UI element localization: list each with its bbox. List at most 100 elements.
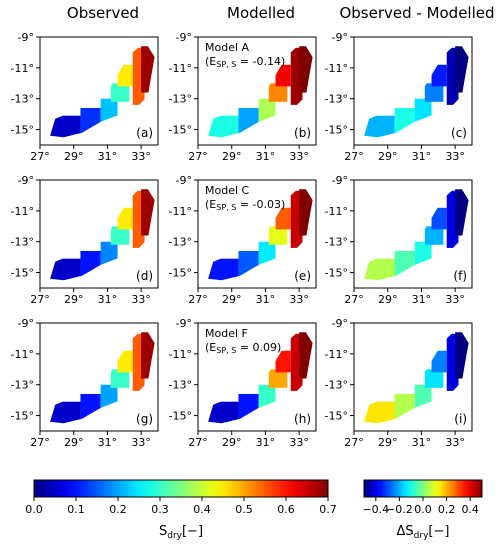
colorbar-sdry: 0.0 0.1 0.2 0.3 0.4 0.5 0.6 0.7 Sdry[−]	[25, 479, 337, 541]
heat-cell	[50, 401, 81, 424]
panel-frame	[39, 322, 159, 432]
heat-cell	[424, 226, 444, 245]
heat-cell	[132, 190, 145, 248]
heat-cell	[431, 207, 447, 230]
panel-frame	[39, 179, 159, 289]
heat-cell	[268, 226, 288, 245]
panel-letter: (f)	[453, 269, 467, 283]
heat-cell	[258, 384, 276, 413]
heat-cell	[110, 226, 130, 245]
y-tick-label: -13°	[11, 379, 34, 392]
panel-letter: (e)	[294, 269, 311, 283]
panel-frame	[353, 36, 473, 146]
map-panel: 27° 29° 31° 33° -9° -11° -13° -15° (h) Model F(ES…	[169, 317, 317, 449]
x-tick-label: 33°	[289, 150, 309, 163]
heat-cells	[364, 332, 469, 424]
heat-cell	[290, 333, 303, 391]
panel-frame	[197, 36, 317, 146]
y-tick-label: -15°	[11, 124, 34, 137]
y-tick-label: -9°	[332, 31, 348, 44]
x-tick-label: 31°	[256, 436, 276, 449]
x-tick-label: 33°	[445, 150, 465, 163]
colorbar-delta-sdry: −0.4−0.2 0.0 0.2 0.4 ΔSdry[−]	[362, 479, 483, 541]
heat-cell	[100, 98, 118, 127]
y-tick-label: -9°	[332, 174, 348, 187]
x-tick-label: 29°	[222, 436, 242, 449]
model-name: Model C	[205, 184, 250, 197]
x-tick-label: 33°	[289, 436, 309, 449]
x-tick-label: 27°	[188, 436, 208, 449]
heat-cell	[238, 107, 259, 136]
heat-cell	[117, 207, 133, 230]
x-tick-label: 27°	[30, 293, 50, 306]
metric-value: = -0.03)	[236, 198, 285, 211]
model-name: Model F	[205, 327, 248, 340]
y-tick-label: -15°	[325, 124, 348, 137]
column-title: Observed	[67, 4, 139, 22]
panel-letter: (a)	[136, 126, 153, 140]
heat-cell	[268, 369, 288, 388]
heat-cell	[446, 190, 459, 248]
heat-cell	[117, 350, 133, 373]
heat-cell	[394, 393, 415, 422]
model-metric: (ESP, S = -0.14)	[205, 55, 285, 69]
y-tick-label: -15°	[169, 267, 192, 280]
x-tick-label: 29°	[64, 150, 84, 163]
x-tick-label: 31°	[412, 436, 432, 449]
heat-cell	[424, 369, 444, 388]
map-panel: 27° 29° 31° 33° -9° -11° -13° -15° (a)	[11, 31, 159, 163]
heat-cell	[117, 64, 133, 87]
heat-cell	[275, 64, 291, 87]
heat-cell	[141, 189, 155, 236]
metric-value: = 0.09)	[236, 341, 281, 354]
colorbar-tick-label: 0.0	[25, 503, 43, 516]
y-tick-label: -13°	[325, 379, 348, 392]
metric-open: (E	[205, 55, 216, 68]
y-tick-label: -13°	[169, 236, 192, 249]
y-tick-label: -15°	[11, 267, 34, 280]
y-tick-label: -11°	[169, 62, 192, 75]
colorbar-label-unit: [−]	[428, 524, 449, 539]
heat-cell	[258, 98, 276, 127]
heat-cell	[110, 369, 130, 388]
x-tick-label: 29°	[222, 150, 242, 163]
heat-cell	[394, 107, 415, 136]
heat-cell	[208, 258, 239, 281]
heat-cell	[290, 190, 303, 248]
model-name: Model A	[205, 41, 250, 54]
metric-open: (E	[205, 341, 216, 354]
x-tick-label: 27°	[344, 293, 364, 306]
y-tick-label: -13°	[325, 93, 348, 106]
colorbar-label-sub: dry	[414, 531, 429, 541]
heat-cell	[50, 258, 81, 281]
y-tick-label: -13°	[325, 236, 348, 249]
metric-subscript: SP, S	[216, 60, 236, 69]
y-tick-label: -11°	[325, 62, 348, 75]
x-tick-label: 29°	[64, 436, 84, 449]
panel-letter: (b)	[294, 126, 311, 140]
panel-letter: (i)	[454, 412, 467, 426]
heat-cell	[414, 241, 432, 270]
colorbar-ramp	[363, 479, 483, 498]
panel-frame	[353, 179, 473, 289]
x-tick-label: 33°	[131, 150, 151, 163]
colorbar-ramp	[33, 479, 329, 498]
panel-frame	[197, 322, 317, 432]
model-metric: (ESP, S = 0.09)	[205, 341, 281, 355]
heat-cell	[258, 241, 276, 270]
heat-cell	[455, 46, 469, 93]
colorbar-tick-label: 0.7	[319, 503, 337, 516]
panel-frame	[197, 179, 317, 289]
heat-cell	[424, 83, 444, 102]
column-title: Observed - Modelled	[339, 4, 494, 22]
y-tick-label: -13°	[11, 93, 34, 106]
colorbar-label-sub: dry	[167, 531, 182, 541]
heat-cell	[208, 115, 239, 138]
x-tick-label: 29°	[378, 293, 398, 306]
heat-cell	[431, 350, 447, 373]
x-tick-label: 29°	[378, 436, 398, 449]
y-tick-label: -11°	[169, 205, 192, 218]
y-tick-label: -13°	[169, 93, 192, 106]
colorbar-tick-label: 0.3	[151, 503, 169, 516]
